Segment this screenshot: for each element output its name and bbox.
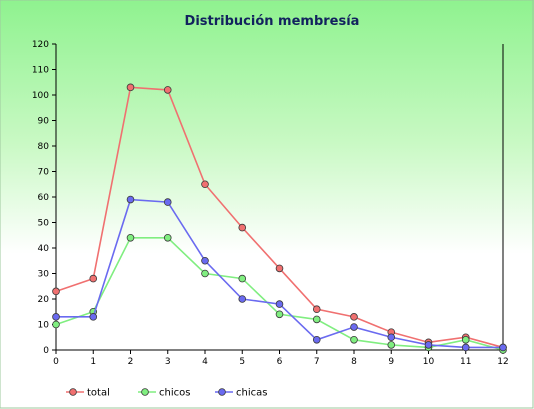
data-point-chicos[interactable] (126, 234, 135, 242)
x-tick-label: 11 (460, 357, 471, 367)
data-point-chicas[interactable] (89, 313, 98, 321)
chart-title: Distribución membresía (185, 14, 360, 29)
data-point-chicos[interactable] (163, 234, 172, 242)
y-tick-label: 90 (38, 117, 50, 127)
y-tick-label: 10 (38, 321, 50, 331)
data-point-chicas[interactable] (201, 256, 209, 265)
legend-item-total: total (66, 388, 110, 399)
legend-item-chicos: chicos (138, 388, 190, 399)
x-tick-label: 9 (388, 357, 394, 367)
y-tick-label: 20 (38, 295, 50, 305)
data-point-total[interactable] (275, 264, 284, 273)
data-point-chicos[interactable] (201, 269, 209, 278)
x-tick-label: 10 (423, 357, 435, 367)
x-tick-label: 4 (202, 357, 208, 367)
data-point-total[interactable] (52, 287, 60, 296)
data-point-chicas[interactable] (52, 313, 60, 321)
data-point-total[interactable] (238, 223, 247, 232)
data-point-chicos[interactable] (312, 315, 321, 324)
data-point-chicas[interactable] (238, 295, 247, 303)
y-tick-label: 40 (38, 244, 50, 254)
data-point-chicos[interactable] (52, 320, 60, 329)
x-tick-label: 2 (128, 357, 134, 367)
data-point-chicas[interactable] (424, 341, 433, 349)
data-point-total[interactable] (89, 274, 98, 283)
data-point-total[interactable] (350, 313, 358, 321)
data-point-chicos[interactable] (461, 335, 470, 344)
series-chicas (52, 195, 507, 352)
legend: total chicos chicas (66, 388, 267, 399)
legend-marker-chicas (218, 388, 226, 396)
y-tick-label: 110 (32, 66, 49, 76)
data-point-chicos[interactable] (238, 274, 247, 283)
x-tick-label: 0 (53, 357, 59, 367)
data-point-chicas[interactable] (350, 323, 358, 331)
legend-marker-total (69, 388, 77, 396)
data-point-chicas[interactable] (275, 300, 284, 308)
legend-item-chicas: chicas (215, 388, 267, 399)
data-point-chicas[interactable] (312, 335, 321, 344)
y-tick-label: 120 (32, 40, 49, 50)
y-tick-label: 50 (38, 219, 50, 229)
y-tick-label: 100 (32, 91, 49, 101)
y-tick-label: 80 (38, 142, 50, 152)
y-tick-label: 60 (38, 193, 50, 203)
data-point-chicos[interactable] (350, 335, 358, 344)
data-point-chicos[interactable] (387, 341, 396, 349)
series-layer (52, 83, 507, 354)
x-tick-label: 1 (90, 357, 96, 367)
data-point-chicos[interactable] (275, 310, 284, 319)
x-tick-label: 8 (351, 357, 357, 367)
data-point-total[interactable] (312, 305, 321, 314)
legend-label-chicos: chicos (159, 388, 190, 399)
x-tick-label: 12 (497, 357, 508, 367)
x-tick-label: 5 (239, 357, 245, 367)
data-point-chicas[interactable] (126, 195, 135, 204)
x-tick-label: 6 (277, 357, 283, 367)
legend-label-chicas: chicas (236, 388, 267, 399)
data-point-chicas[interactable] (461, 343, 470, 352)
data-point-total[interactable] (126, 83, 135, 92)
y-tick-label: 0 (43, 346, 49, 356)
data-point-chicas[interactable] (163, 198, 172, 206)
legend-marker-chicos (141, 388, 149, 396)
y-tick-label: 30 (38, 270, 50, 280)
x-tick-label: 7 (314, 357, 320, 367)
legend-label-total: total (87, 388, 110, 399)
data-point-chicas[interactable] (387, 333, 396, 342)
data-point-total[interactable] (201, 180, 209, 189)
x-tick-label: 3 (165, 357, 171, 367)
y-tick-label: 70 (38, 168, 50, 178)
data-point-total[interactable] (163, 86, 172, 94)
data-point-chicas[interactable] (499, 343, 507, 352)
